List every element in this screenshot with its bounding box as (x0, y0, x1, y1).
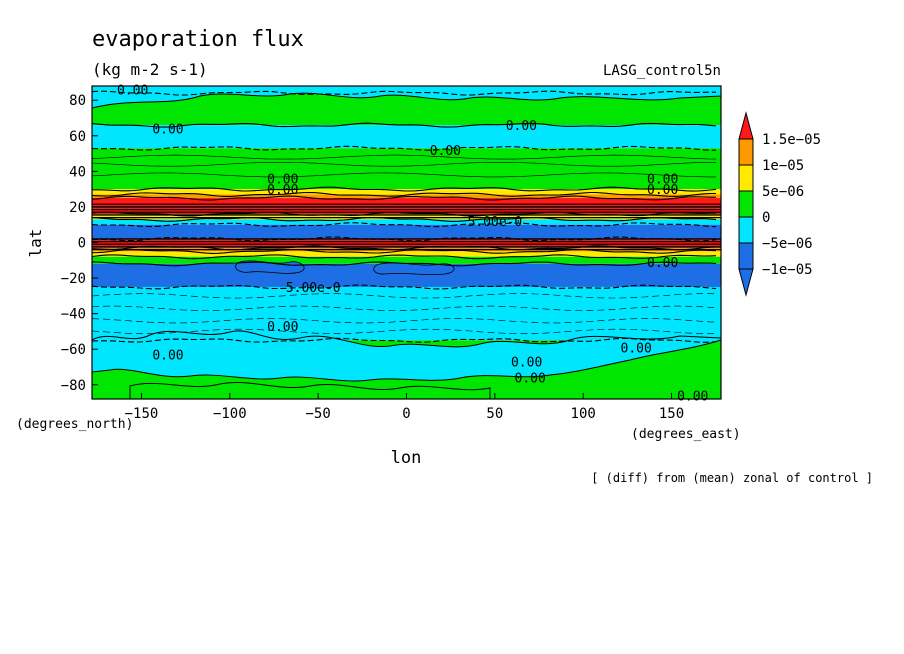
x-tick-label: 100 (571, 406, 596, 422)
footnote: [ (diff) from (mean) zonal of control ] (591, 471, 873, 485)
contour-line-4 (92, 191, 716, 197)
band-13 (92, 256, 721, 264)
contour-line-north-1 (92, 162, 716, 167)
band-2 (92, 125, 721, 149)
x-axis: −150 −100 −50 0 50 100 150 (125, 393, 684, 422)
y-tick-label: 60 (69, 129, 86, 145)
contour-line-2 (92, 145, 716, 151)
contour-label: 5.00e-0 (467, 215, 522, 230)
contour-line-8 (92, 222, 717, 228)
colorbar-swatch (738, 164, 754, 192)
contour-line-12 (92, 254, 717, 260)
contour-line-south-0 (92, 293, 717, 299)
colorbar-swatch (738, 216, 754, 244)
band-3 (92, 148, 721, 190)
contour-label: 0.00 (430, 144, 461, 159)
contour-label: 0.00 (647, 172, 678, 187)
contour-line-0 (92, 90, 716, 96)
patch-antarctic-green (129, 381, 491, 399)
band-7 (92, 214, 721, 220)
colorbar-tick-label: 5e−06 (762, 184, 804, 200)
contour-line-7 (92, 216, 717, 222)
contour-labels: 0.000.00 0.000.000.000.000.000.005.00e-00… (117, 84, 708, 405)
contour-line-north-2 (92, 154, 717, 160)
chart-subtitle: (kg m-2 s-1) (92, 60, 208, 79)
contour-label: 0.00 (621, 341, 652, 356)
x-tick-label: 50 (486, 406, 503, 422)
contour-line-5 (92, 195, 716, 201)
band-15 (92, 286, 721, 341)
colorbar-tick-label: −5e−06 (762, 236, 813, 252)
y-axis-units: (degrees_north) (16, 417, 133, 432)
patch-tropic-blue-2 (373, 262, 455, 275)
band-4 (92, 189, 721, 195)
contour-line-15 (92, 337, 717, 343)
contour-line-3 (92, 186, 717, 192)
colorbar-arrow-top (738, 111, 754, 140)
x-tick-label: −150 (125, 406, 159, 422)
run-label: LASG_control5n (603, 63, 721, 79)
y-tick-label: 20 (69, 200, 86, 216)
contour-label: 0.00 (152, 123, 183, 138)
x-tick-label: 0 (402, 406, 410, 422)
band-8 (92, 219, 721, 225)
patch-tropic-blue-1 (235, 260, 305, 274)
contour-label: 0.00 (647, 183, 678, 198)
x-tick-label: −50 (306, 406, 331, 422)
chart-title: evaporation flux (92, 27, 304, 52)
contour-line-11 (92, 248, 717, 254)
contour-label: 0.00 (267, 183, 298, 198)
x-axis-units: (degrees_east) (631, 427, 741, 442)
colorbar-tick-label: −1e−05 (762, 262, 813, 278)
y-axis-label: lat (26, 229, 45, 258)
contour-label: 0.00 (511, 356, 542, 371)
contour-lines (92, 90, 721, 343)
y-tick-label: −80 (61, 378, 86, 394)
contour-label: 0.00 (152, 349, 183, 364)
contour-line-north-0 (92, 172, 716, 178)
colorbar-tick-label: 0 (762, 210, 770, 226)
y-tick-label: −20 (61, 271, 86, 287)
x-axis-label: lon (391, 448, 422, 468)
plot-area: 0.000.00 0.000.000.000.000.000.005.00e-00… (61, 84, 722, 422)
y-tick-label: −60 (61, 342, 86, 358)
colorbar-swatch (738, 190, 754, 218)
contour-line-south-3 (92, 328, 716, 334)
colorbar-tick-label: 1.5e−05 (762, 132, 821, 148)
contour-line-14 (92, 284, 717, 290)
colorbar-arrow-bottom (738, 268, 754, 297)
contour-label: 0.00 (267, 320, 298, 335)
contour-line-south-1 (92, 305, 717, 311)
contour-label: 0.00 (677, 389, 708, 404)
y-axis: 80 60 40 20 0 −20 −40 −60 −80 (61, 93, 98, 394)
y-tick-label: −40 (61, 307, 86, 323)
y-tick-label: 80 (69, 93, 86, 109)
band-12 (92, 251, 721, 257)
contour-label: 0.00 (515, 372, 546, 387)
contour-line-1 (92, 122, 717, 128)
contour-line-south-2 (92, 318, 717, 324)
colorbar-swatch (738, 242, 754, 270)
colorbar-legend: 1.5e−05 1e−05 5e−06 0 −5e−06 −1e−05 (738, 111, 821, 297)
x-tick-label: −100 (213, 406, 247, 422)
x-tick-label: 150 (659, 406, 684, 422)
y-tick-label: 0 (78, 236, 86, 252)
contour-label: 0.00 (267, 172, 298, 187)
contour-line-9 (92, 236, 717, 242)
band-9 (92, 224, 721, 239)
contour-label: -5.00e-0 (278, 281, 341, 296)
contour-line-13 (92, 261, 717, 267)
colorbar-swatch (738, 138, 754, 166)
contour-label: 0.00 (506, 119, 537, 134)
band-10 (92, 238, 721, 248)
y-tick-label: 40 (69, 164, 86, 180)
colorbar-tick-label: 1e−05 (762, 158, 804, 174)
contour-label: 0.00 (647, 256, 678, 271)
contour-label: 0.00 (117, 84, 148, 99)
